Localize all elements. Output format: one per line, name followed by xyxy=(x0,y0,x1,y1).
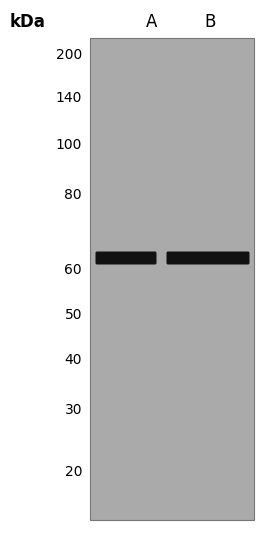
Text: A: A xyxy=(146,13,158,31)
Text: 60: 60 xyxy=(64,263,82,277)
Bar xyxy=(90,38,254,520)
Text: 140: 140 xyxy=(56,91,82,105)
Text: kDa: kDa xyxy=(10,13,46,31)
Text: 80: 80 xyxy=(64,188,82,202)
Text: B: B xyxy=(204,13,216,31)
Text: 20: 20 xyxy=(65,465,82,479)
Text: 30: 30 xyxy=(65,403,82,417)
FancyBboxPatch shape xyxy=(166,252,250,265)
Text: 40: 40 xyxy=(65,353,82,367)
FancyBboxPatch shape xyxy=(95,252,156,265)
Text: 100: 100 xyxy=(56,138,82,152)
Text: 50: 50 xyxy=(65,308,82,322)
Text: 200: 200 xyxy=(56,48,82,62)
